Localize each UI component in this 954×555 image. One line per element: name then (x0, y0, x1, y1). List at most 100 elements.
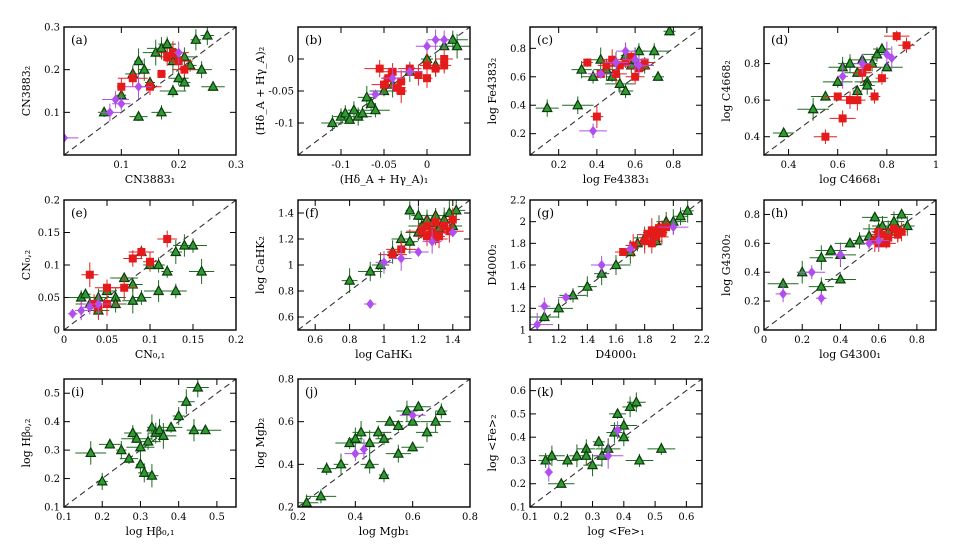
data-point-red-square (423, 74, 431, 83)
data-point-red-square (388, 250, 397, 259)
x-tick-label: 1.2 (410, 335, 426, 346)
x-axis-label: (Hδ_A + Hγ_A)₁ (340, 173, 428, 186)
y-tick-label: 0.4 (510, 101, 526, 112)
data-point-red-square (117, 82, 126, 91)
panel-label: (b) (305, 33, 322, 47)
x-axis-label: CN3883₁ (125, 173, 175, 186)
data-point-purple-diamond (613, 425, 622, 436)
data-point-green-triangle (619, 84, 632, 96)
x-tick-label: 0.6 (307, 335, 323, 346)
x-tick-label: 0.4 (347, 512, 363, 523)
data-point-green-triangle (451, 39, 463, 51)
data-point-green-triangle (300, 496, 313, 507)
x-axis-label: log Fe4383₁ (583, 173, 650, 186)
data-point-green-triangle (356, 107, 369, 118)
x-tick-label: 0.8 (342, 335, 358, 346)
panel-label: (g) (537, 206, 554, 220)
data-points (321, 29, 470, 132)
data-point-green-triangle (819, 90, 832, 101)
panel-label: (a) (71, 33, 88, 47)
data-point-green-triangle (187, 239, 199, 250)
data-point-green-triangle (429, 415, 442, 426)
data-point-green-triangle (201, 29, 213, 40)
data-point-purple-diamond (612, 57, 620, 68)
data-point-red-square (103, 283, 111, 292)
data-point-red-square (397, 77, 406, 86)
data-point-green-triangle (611, 407, 624, 419)
x-tick-label: 0.2 (290, 512, 306, 523)
y-axis-label: CN3883₂ (20, 66, 33, 116)
data-point-green-triangle (876, 42, 888, 54)
y-tick-label: 0.05 (38, 293, 60, 304)
data-point-green-triangle (895, 208, 908, 219)
data-point-red-square (647, 239, 656, 248)
data-point-purple-diamond (621, 46, 630, 57)
x-tick-label: 0.4 (616, 512, 632, 523)
x-tick-label: 0.4 (171, 512, 187, 523)
y-tick-label: 1.6 (510, 261, 526, 272)
y-tick-label: 1.2 (278, 235, 294, 246)
y-tick-label: 0 (754, 326, 760, 337)
data-point-green-triangle (161, 37, 173, 49)
data-point-green-triangle (404, 235, 416, 246)
data-point-purple-diamond (836, 249, 845, 260)
data-point-purple-diamond (414, 247, 423, 257)
data-point-green-triangle (131, 432, 143, 443)
data-point-green-triangle (123, 452, 135, 463)
panel-i: 0.1 0.2 0.3 0.4 0.5 0.1 0.2 0.3 0.4 0.5 (i) log Hβ₀… (20, 378, 237, 538)
x-tick-label: 2 (670, 335, 676, 346)
panel-label: (c) (537, 33, 553, 47)
data-point-green-triangle (355, 426, 367, 437)
panel-d: 0.4 0.6 0.8 1 0.4 0.6 0.8 (d) log C4668₁ log C466… (720, 26, 939, 186)
x-tick-label: 0.8 (462, 512, 478, 523)
panel-g: 1 1.2 1.4 1.6 1.8 2 2.2 1 1.2 1.4 1.6 1.8 2 2.2 (g) D40… (486, 196, 710, 362)
data-point-green-triangle (195, 63, 208, 74)
data-point-purple-diamond (405, 66, 414, 77)
data-point-purple-diamond (117, 98, 126, 109)
data-point-purple-diamond (596, 68, 605, 79)
data-point-red-square (448, 215, 457, 224)
data-point-purple-diamond (85, 302, 94, 313)
data-point-red-square (838, 114, 847, 123)
one-to-one-line (64, 379, 236, 507)
data-point-red-square (884, 233, 893, 242)
x-tick-label: 0.4 (589, 160, 605, 171)
x-tick-label: 0.3 (585, 512, 601, 523)
data-point-purple-diamond (838, 71, 847, 82)
data-point-green-triangle (134, 458, 147, 469)
data-point-green-triangle (195, 265, 208, 276)
data-point-green-triangle (178, 76, 191, 87)
y-tick-label: 0.6 (278, 417, 294, 428)
data-point-red-square (882, 239, 891, 248)
data-point-red-square (431, 218, 440, 227)
data-point-green-triangle (190, 33, 202, 44)
data-point-purple-diamond (626, 243, 635, 254)
panel-j: 0.2 0.4 0.6 0.8 0.2 0.4 0.6 0.8 (j) log Mgb₁ log M… (254, 375, 478, 539)
data-point-purple-diamond (589, 125, 598, 136)
data-point-red-square (583, 58, 592, 67)
x-tick-label: 0.8 (909, 335, 925, 346)
data-point-green-triangle (404, 204, 416, 215)
data-point-green-triangle (315, 490, 327, 501)
y-axis-label: (Hδ_A + Hγ_A)₂ (254, 47, 267, 135)
data-point-purple-diamond (94, 299, 103, 309)
plot-frame (297, 199, 471, 331)
data-points (538, 392, 676, 488)
plot-frame (297, 378, 471, 508)
y-tick-label: 1.8 (510, 239, 526, 250)
data-point-green-triangle (138, 63, 150, 74)
data-point-red-square (592, 112, 601, 121)
y-tick-label: 0.6 (744, 239, 760, 250)
panel-f: 0.6 0.8 1 1.2 1.4 0.6 0.8 1 1.2 1.4 (f) log CaHK₁ lo… (254, 199, 471, 361)
data-point-red-square (431, 64, 440, 73)
x-axis-label: CN₀,₁ (135, 348, 165, 361)
y-axis-label: log Hβ₀,₂ (20, 419, 33, 468)
y-tick-label: 0.4 (744, 268, 760, 279)
data-point-green-triangle (199, 423, 212, 435)
data-point-purple-diamond (533, 319, 542, 330)
data-point-red-square (423, 232, 431, 241)
y-tick-label: 0.2 (510, 479, 526, 490)
data-point-green-triangle (167, 84, 179, 96)
data-point-red-square (821, 132, 830, 141)
data-point-green-triangle (546, 449, 558, 460)
